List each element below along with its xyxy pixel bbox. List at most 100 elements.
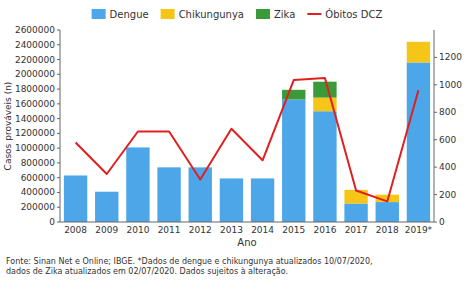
bar: [282, 99, 305, 222]
y-tick-label: 0: [49, 217, 55, 227]
y-tick: [57, 207, 60, 208]
x-tick-label: 2011: [158, 225, 181, 235]
plot-area: [64, 42, 430, 222]
x-tick-label: 2010: [126, 225, 149, 235]
y2-tick: [434, 57, 437, 58]
bar: [344, 204, 367, 222]
y2-tick: [434, 112, 437, 113]
x-axis-line: [60, 222, 434, 223]
y-tick-label: 2000000: [15, 69, 55, 79]
y2-tick: [434, 194, 437, 195]
bar: [220, 178, 243, 179]
x-tick-label: 2018: [376, 225, 399, 235]
y-tick: [57, 44, 60, 45]
bar: [95, 191, 118, 192]
y-tick: [57, 103, 60, 104]
bar: [95, 192, 118, 222]
y-tick: [57, 30, 60, 31]
x-tick-label: 2015: [282, 225, 305, 235]
y-tick-label: 1400000: [15, 114, 55, 124]
y-tick: [57, 118, 60, 119]
legend-item: Óbitos DCZ: [307, 8, 382, 20]
y-tick: [57, 192, 60, 193]
y2-tick-label: 1200: [439, 52, 462, 62]
x-axis-label: Ano: [237, 237, 256, 248]
bar: [95, 191, 118, 192]
y2-tick: [434, 139, 437, 140]
bar: [251, 178, 274, 179]
bar: [220, 178, 243, 179]
bar: [407, 41, 430, 42]
bar: [157, 167, 180, 168]
bar: [251, 178, 274, 179]
legend-item: Dengue: [92, 9, 149, 20]
y-tick: [57, 74, 60, 75]
bar: [376, 202, 399, 222]
y-tick: [57, 133, 60, 134]
bar: [64, 175, 87, 176]
bar: [376, 194, 399, 195]
y-tick: [57, 162, 60, 163]
y-axis-line: [60, 30, 61, 222]
y2-tick-label: 1000: [439, 80, 462, 90]
y2-tick: [434, 167, 437, 168]
bar: [189, 167, 212, 222]
y-tick-label: 1800000: [15, 84, 55, 94]
legend-label: Dengue: [110, 9, 149, 20]
bar: [313, 111, 336, 222]
y-tick-label: 1600000: [15, 99, 55, 109]
bar: [157, 167, 180, 168]
bar: [251, 178, 274, 222]
x-tick-label: 2016: [313, 225, 336, 235]
y-tick-label: 200000: [21, 202, 56, 212]
x-tick-label: 2013: [220, 225, 243, 235]
y-tick-label: 1200000: [15, 128, 55, 138]
legend-item: Zika: [256, 9, 295, 20]
legend-swatch: [161, 9, 175, 19]
footnote: Fonte: Sinan Net e Online; IBGE. *Dados …: [6, 257, 373, 276]
y-tick-label: 400000: [21, 187, 56, 197]
bar: [64, 175, 87, 176]
x-tick-label: 2012: [189, 225, 212, 235]
footnote-line: dados de Zika atualizados em 02/07/2020.…: [6, 267, 288, 276]
legend: Dengue Chikungunya Zika Óbitos DCZ: [92, 8, 383, 20]
bar: [126, 147, 149, 222]
chart: 0 200000 400000 600000 800000 1000000 1200000 1…: [0, 0, 474, 294]
bar: [157, 167, 180, 222]
y-tick: [57, 148, 60, 149]
x-tick-label: 2019*: [405, 225, 433, 235]
legend-label: Óbitos DCZ: [325, 8, 382, 20]
legend-swatch: [307, 13, 321, 15]
bar: [313, 82, 336, 98]
y2-axis-line: [434, 30, 435, 222]
y2-tick-label: 0: [439, 217, 445, 227]
y-tick-label: 800000: [21, 158, 56, 168]
y-axis-label: Casos prováveis (n): [3, 82, 13, 171]
bar: [64, 175, 87, 222]
x-tick-label: 2009: [95, 225, 118, 235]
legend-item: Chikungunya: [161, 9, 244, 20]
legend-swatch: [92, 9, 106, 19]
y2-tick-label: 600: [439, 135, 456, 145]
y2-tick: [434, 222, 437, 223]
y2-tick-label: 400: [439, 162, 456, 172]
x-tick-label: 2008: [64, 225, 87, 235]
legend-label: Chikungunya: [179, 9, 244, 20]
bar: [407, 42, 430, 63]
bar: [126, 147, 149, 148]
y2-tick: [434, 84, 437, 85]
legend-label: Zika: [274, 9, 295, 20]
y2-tick-label: 200: [439, 190, 456, 200]
x-tick-label: 2014: [251, 225, 274, 235]
bar: [407, 62, 430, 222]
y-tick-label: 600000: [21, 173, 56, 183]
bar-series: [64, 62, 430, 222]
bar: [126, 147, 149, 148]
bar: [220, 178, 243, 222]
y-tick-label: 1000000: [15, 143, 55, 153]
legend-swatch: [256, 9, 270, 19]
y-tick: [57, 59, 60, 60]
line: [76, 78, 419, 201]
y-tick: [57, 222, 60, 223]
bar-series: [313, 42, 430, 204]
